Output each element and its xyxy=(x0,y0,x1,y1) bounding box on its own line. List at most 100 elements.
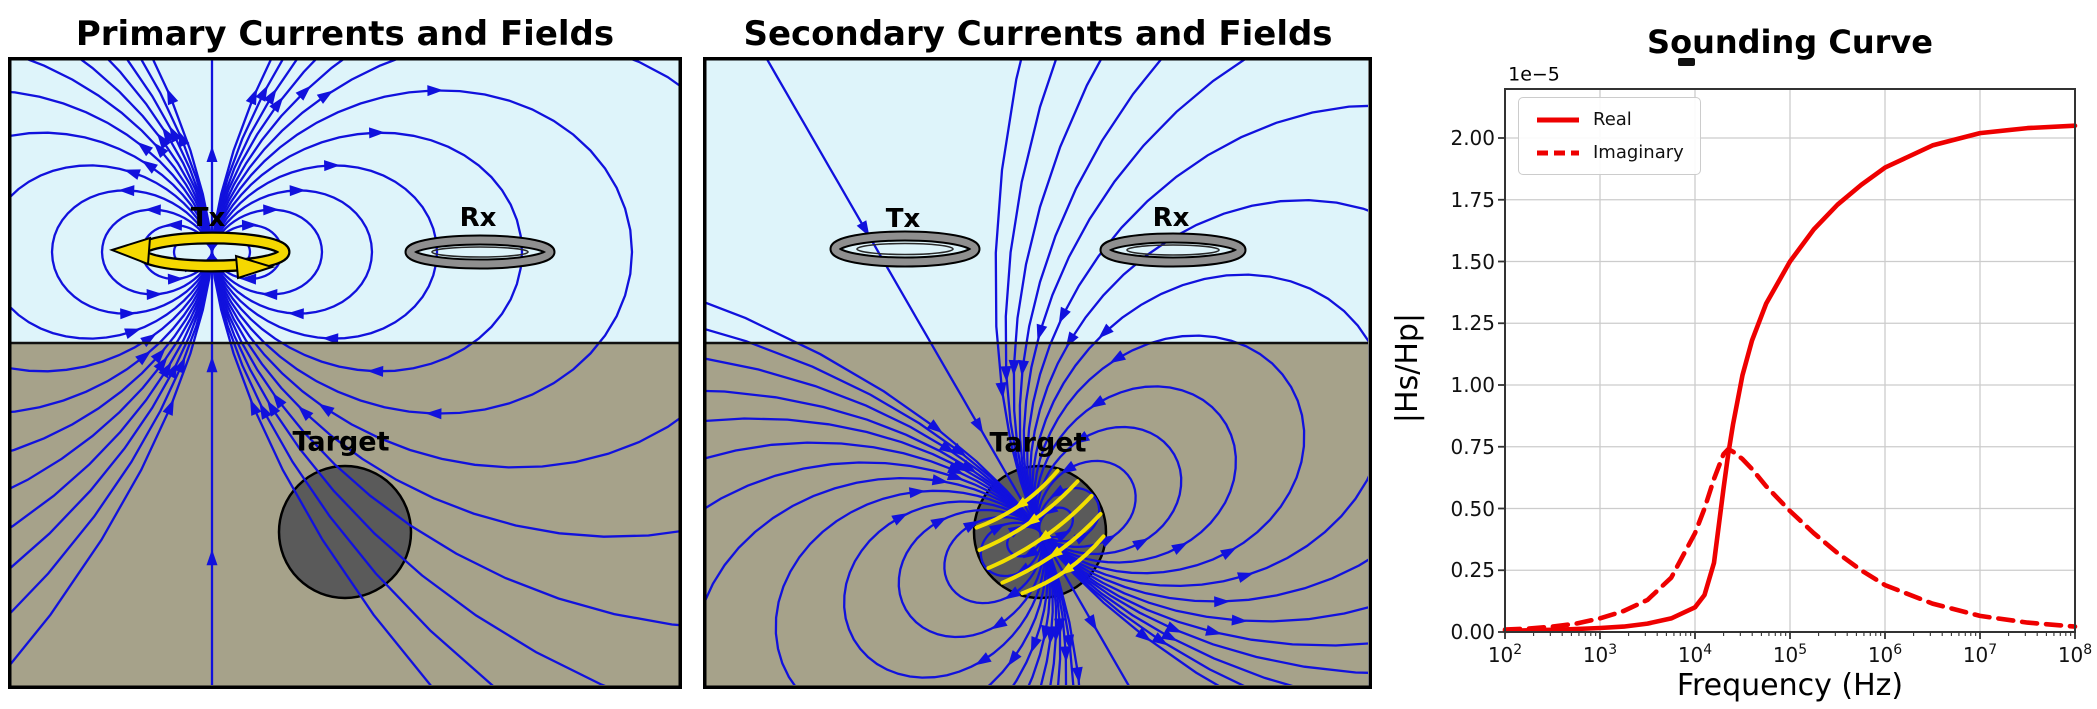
streamline-arrow-icon xyxy=(962,520,980,533)
streamline-arrow-icon xyxy=(926,419,943,434)
streamline xyxy=(706,461,1051,685)
streamline-arrow-icon xyxy=(425,408,442,420)
streamline xyxy=(1033,334,1306,575)
streamline xyxy=(11,60,214,453)
streamline xyxy=(210,208,324,296)
streamline-arrow-icon xyxy=(118,185,135,197)
streamline xyxy=(11,60,214,490)
streamline-arrow-icon xyxy=(135,350,152,366)
tx-label: Tx xyxy=(190,203,226,233)
tx-current-arrow-icon xyxy=(234,254,276,280)
streamline xyxy=(1012,60,1294,685)
streamline-arrow-icon xyxy=(960,459,977,473)
streamline-arrow-icon xyxy=(930,517,947,530)
streamline-arrow-icon xyxy=(367,365,384,377)
real-curve xyxy=(1502,123,2078,634)
x-tick-label: 108 xyxy=(2057,642,2093,667)
streamline-arrow-icon xyxy=(144,204,161,216)
streamline-arrow-icon xyxy=(206,356,218,373)
y-tick-label: 1.25 xyxy=(1450,311,1495,336)
x-tick-label: 107 xyxy=(1962,642,1998,667)
streamline-arrow-icon xyxy=(272,392,287,409)
streamline-arrow-icon xyxy=(240,273,257,285)
chart-curves xyxy=(1502,123,2078,634)
streamline-arrow-icon xyxy=(1231,614,1248,626)
streamline xyxy=(897,508,1045,639)
streamline-arrow-icon xyxy=(263,88,277,105)
panel-border xyxy=(8,57,682,689)
streamline xyxy=(843,500,1046,679)
streamline xyxy=(210,60,679,538)
target-label: Target xyxy=(989,427,1087,459)
streamline xyxy=(706,357,1068,685)
streamline-arrow-icon xyxy=(295,85,311,101)
streamline-arrow-icon xyxy=(1030,636,1042,653)
streamline-arrow-icon xyxy=(891,513,908,526)
streamline-arrow-icon xyxy=(165,219,183,231)
streamline-arrow-icon xyxy=(141,160,158,174)
streamline xyxy=(1026,104,1368,623)
legend-label: Real xyxy=(1593,109,1632,130)
streamline-arrow-icon xyxy=(169,126,182,143)
streamline-arrow-icon xyxy=(970,417,984,434)
streamline-arrow-icon xyxy=(938,440,956,454)
rx-loop-inner xyxy=(1126,244,1220,256)
streamline-arrow-icon xyxy=(369,127,386,139)
streamline-arrow-icon xyxy=(1054,530,1072,543)
streamline-arrow-icon xyxy=(241,219,259,231)
streamline xyxy=(210,89,634,415)
streamline xyxy=(210,189,374,315)
streamline-arrow-icon xyxy=(137,141,153,157)
y-tick-label: 1.00 xyxy=(1450,373,1495,397)
streamline xyxy=(1031,273,1368,588)
streamline xyxy=(11,60,213,569)
streamline-arrow-icon xyxy=(259,402,272,420)
streamline-arrow-icon xyxy=(1220,547,1237,560)
eddy-arrow-icon xyxy=(1024,513,1040,527)
tx-label: Tx xyxy=(885,204,921,234)
streamline-arrow-icon xyxy=(173,356,186,374)
tx-loop-inner xyxy=(856,242,954,256)
streamline-arrow-icon xyxy=(995,382,1007,399)
streamline xyxy=(1039,531,1130,685)
air-region xyxy=(706,58,1368,343)
streamline-arrow-icon xyxy=(318,403,335,417)
streamline-arrow-icon xyxy=(287,308,304,320)
streamline-arrow-icon xyxy=(1060,646,1071,663)
streamline-arrow-icon xyxy=(156,132,171,150)
eddy-currents-layer xyxy=(974,468,1106,596)
streamline xyxy=(979,521,1043,578)
streamline-arrow-icon xyxy=(1008,359,1020,377)
chart-legend: Real Imaginary xyxy=(1518,97,1701,175)
y-axis-label: |Hs/Hp| xyxy=(1390,312,1425,424)
streamline-arrow-icon xyxy=(1007,650,1022,667)
target-label: Target xyxy=(292,426,390,458)
streamline-arrow-icon xyxy=(1089,395,1107,409)
air-region xyxy=(11,58,679,343)
streamline-arrow-icon xyxy=(250,399,262,416)
y-tick-label: 0.75 xyxy=(1450,434,1495,459)
streamline xyxy=(211,60,494,685)
streamline-arrow-icon xyxy=(165,362,178,379)
x-tick-label: 103 xyxy=(1582,642,1618,667)
streamline xyxy=(774,489,1047,685)
streamline-arrow-icon xyxy=(1214,596,1231,608)
rx-label: Rx xyxy=(1152,203,1190,233)
legend-item: Real xyxy=(1535,109,1684,130)
streamline-arrow-icon xyxy=(1205,625,1222,636)
streamline-arrow-icon xyxy=(324,160,341,172)
x-tick-label: 106 xyxy=(1867,642,1903,667)
y-offset-label: 1e−5 xyxy=(1508,63,1560,86)
x-tick-label: 105 xyxy=(1772,642,1808,667)
streamline xyxy=(210,60,679,627)
streamline-arrow-icon xyxy=(1071,666,1083,684)
streamline-arrow-icon xyxy=(988,523,1006,536)
streamline-arrow-icon xyxy=(1084,614,1097,631)
y-tick-label: 0.00 xyxy=(1450,620,1495,644)
panel1-title: Primary Currents and Fields xyxy=(75,14,615,54)
streamline xyxy=(706,417,1058,685)
streamline xyxy=(943,515,1044,605)
